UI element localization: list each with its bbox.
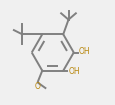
- Text: O: O: [35, 82, 41, 91]
- Text: OH: OH: [68, 67, 79, 76]
- Text: OH: OH: [78, 47, 90, 56]
